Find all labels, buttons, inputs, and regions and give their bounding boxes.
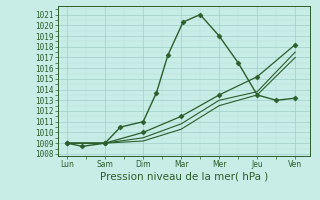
X-axis label: Pression niveau de la mer( hPa ): Pression niveau de la mer( hPa ): [100, 172, 268, 182]
